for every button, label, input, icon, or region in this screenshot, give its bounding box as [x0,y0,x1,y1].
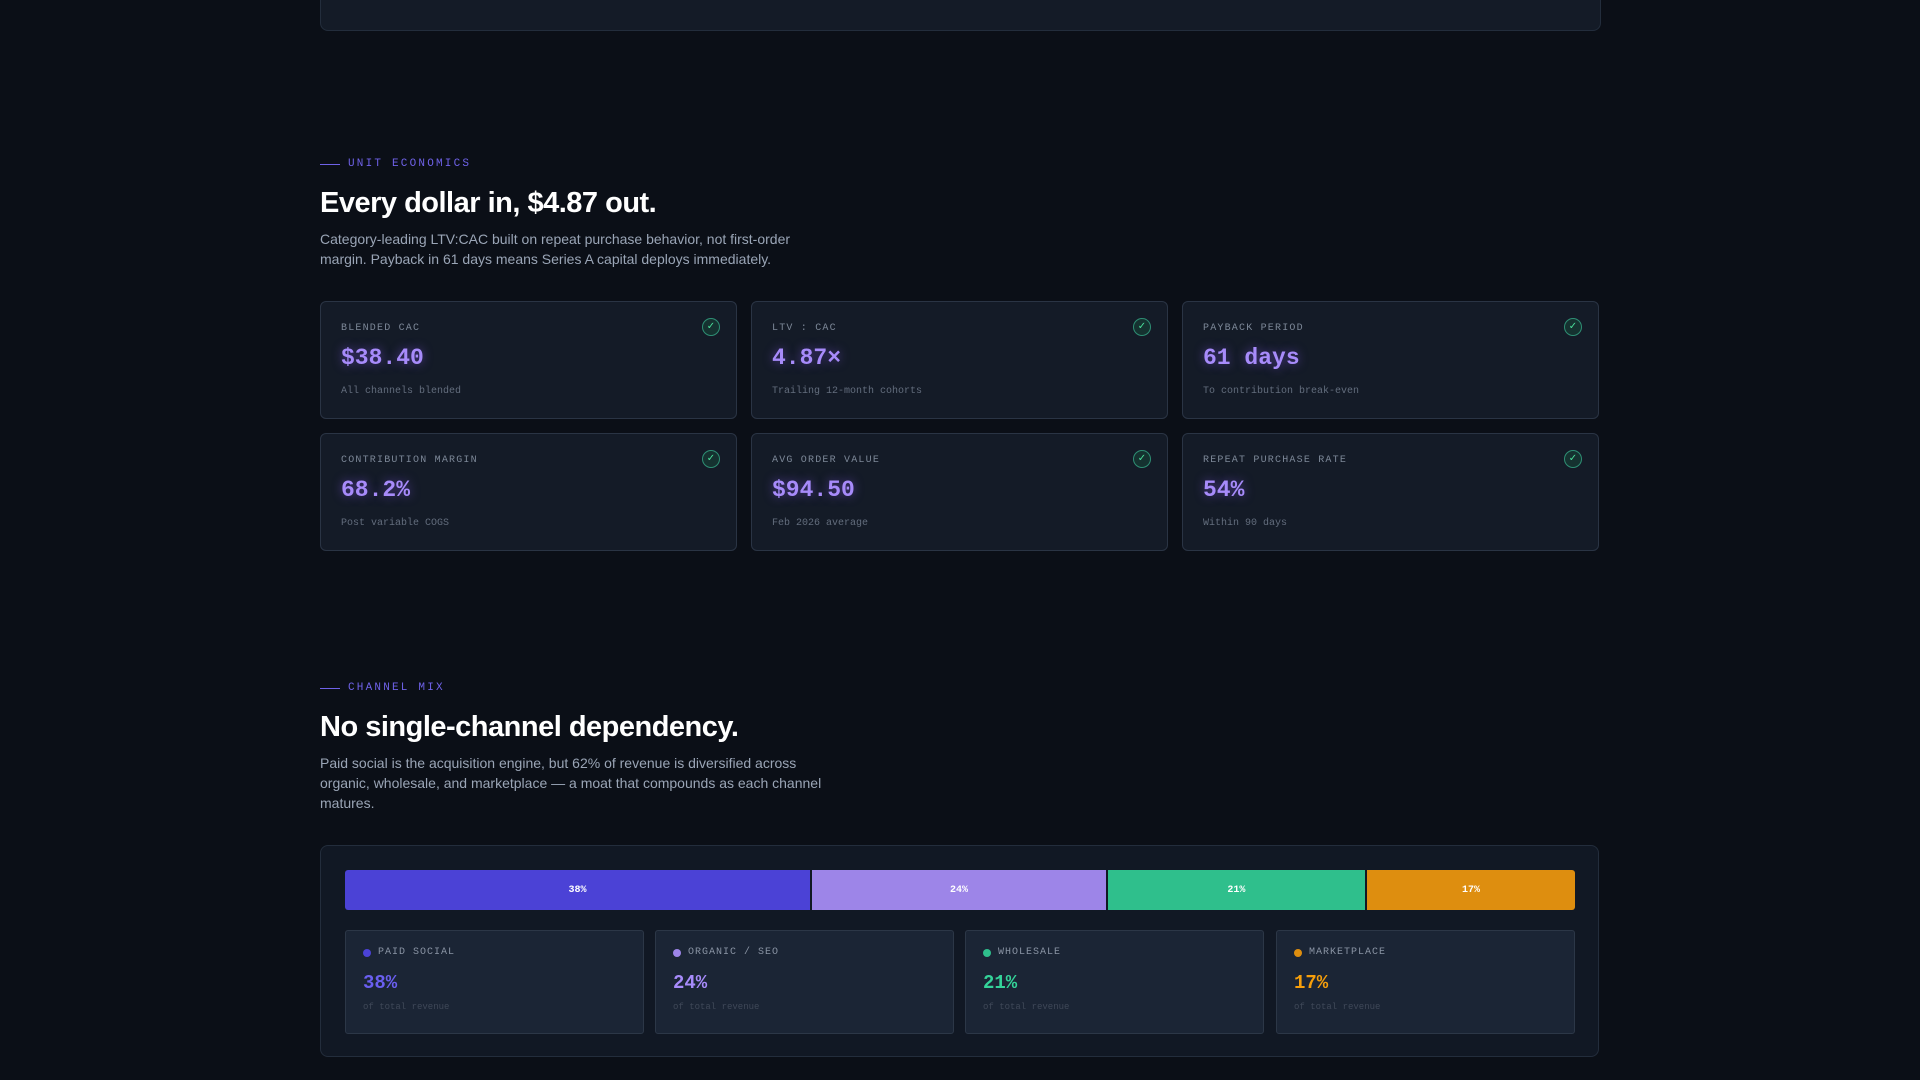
channel-head: ORGANIC / SEO [673,947,779,958]
channel-card-marketplace: MARKETPLACE 17% of total revenue [1276,930,1575,1034]
channel-value: 21% [983,972,1018,994]
channel-share-bar: 38% 24% 21% 17% [345,870,1575,910]
metric-card-payback-period: PAYBACK PERIOD 61 days To contribution b… [1182,301,1599,419]
channel-head: MARKETPLACE [1294,947,1386,958]
metric-label: BLENDED CAC [341,323,421,334]
metric-note: Within 90 days [1203,518,1288,529]
metric-value: 68.2% [341,477,411,503]
channel-name: MARKETPLACE [1309,947,1387,958]
share-segment-organic-seo: 24% [810,870,1106,910]
subtext-line: Category-leading LTV:CAC built on repeat… [320,231,791,247]
metric-note: Post variable COGS [341,518,450,529]
metric-label: PAYBACK PERIOD [1203,323,1304,334]
metric-value: $38.40 [341,345,424,371]
channel-note: of total revenue [673,1002,760,1012]
metric-label: CONTRIBUTION MARGIN [341,455,478,466]
channel-value: 17% [1294,972,1329,994]
check-icon: ✓ [1133,318,1151,336]
channel-note: of total revenue [1294,1002,1381,1012]
share-segment-paid-social: 38% [345,870,811,910]
channel-mix-eyebrow: CHANNEL MIX [320,681,1600,695]
channel-value: 24% [673,972,708,994]
metric-value: 61 days [1203,345,1300,371]
metric-value: 4.87× [772,345,842,371]
metric-note: All channels blended [341,386,462,397]
check-icon: ✓ [1564,318,1582,336]
check-icon: ✓ [702,450,720,468]
check-icon: ✓ [1133,450,1151,468]
subtext-line: Paid social is the acquisition engine, b… [320,755,797,771]
metric-label: AVG ORDER VALUE [772,455,881,466]
unit-economics-eyebrow: UNIT ECONOMICS [320,157,1600,171]
share-segment-wholesale: 21% [1105,870,1365,910]
channel-note: of total revenue [983,1002,1070,1012]
channel-note: of total revenue [363,1002,450,1012]
channel-card-organic-seo: ORGANIC / SEO 24% of total revenue [655,930,954,1034]
channel-card-paid-social: PAID SOCIAL 38% of total revenue [345,930,644,1034]
channel-name: PAID SOCIAL [378,947,456,958]
channel-dot-icon [1294,948,1302,957]
metric-note: Feb 2026 average [772,518,869,529]
unit-economics-headline: Every dollar in, $4.87 out. [320,187,657,219]
previous-section-panel [320,0,1601,31]
share-segment-marketplace: 17% [1364,870,1575,910]
channel-dot-icon [673,948,681,957]
channel-mix-panel: 38% 24% 21% 17% PAID SOCIAL 38% of total… [320,845,1599,1057]
channel-mix-section: CHANNEL MIX No single-channel dependency… [320,681,1600,1057]
eyebrow-label: CHANNEL MIX [348,682,445,694]
metric-card-blended-cac: BLENDED CAC $38.40 All channels blended … [320,301,737,419]
eyebrow-line [320,163,340,165]
subtext-line: margin. Payback in 61 days means Series … [320,251,772,267]
subtext-line: organic, wholesale, and marketplace — a … [320,775,822,791]
eyebrow-label: UNIT ECONOMICS [348,158,472,170]
metric-card-contribution-margin: CONTRIBUTION MARGIN 68.2% Post variable … [320,433,737,551]
channel-dot-icon [983,948,991,957]
unit-economics-subtext: Category-leading LTV:CAC built on repeat… [320,229,790,269]
metric-label: REPEAT PURCHASE RATE [1203,455,1348,466]
metric-note: To contribution break-even [1203,386,1360,397]
check-icon: ✓ [1564,450,1582,468]
channel-name: WHOLESALE [998,947,1062,958]
subtext-line: matures. [320,795,375,811]
channel-value: 38% [363,972,398,994]
metric-note: Trailing 12-month cohorts [772,386,923,397]
metric-card-repeat-purchase-rate: REPEAT PURCHASE RATE 54% Within 90 days … [1182,433,1599,551]
metric-card-ltv-cac: LTV : CAC 4.87× Trailing 12-month cohort… [751,301,1168,419]
channel-card-wholesale: WHOLESALE 21% of total revenue [965,930,1264,1034]
eyebrow-line [320,687,340,689]
channel-mix-headline: No single-channel dependency. [320,711,739,743]
unit-economics-section: UNIT ECONOMICS Every dollar in, $4.87 ou… [320,157,1600,551]
channel-mix-subtext: Paid social is the acquisition engine, b… [320,753,821,813]
metric-value: $94.50 [772,477,855,503]
channel-head: PAID SOCIAL [363,947,455,958]
metric-label: LTV : CAC [772,323,837,334]
check-icon: ✓ [702,318,720,336]
channel-head: WHOLESALE [983,947,1061,958]
channel-name: ORGANIC / SEO [688,947,780,958]
metric-value: 54% [1203,477,1245,503]
channel-dot-icon [363,948,371,957]
metric-card-avg-order-value: AVG ORDER VALUE $94.50 Feb 2026 average … [751,433,1168,551]
